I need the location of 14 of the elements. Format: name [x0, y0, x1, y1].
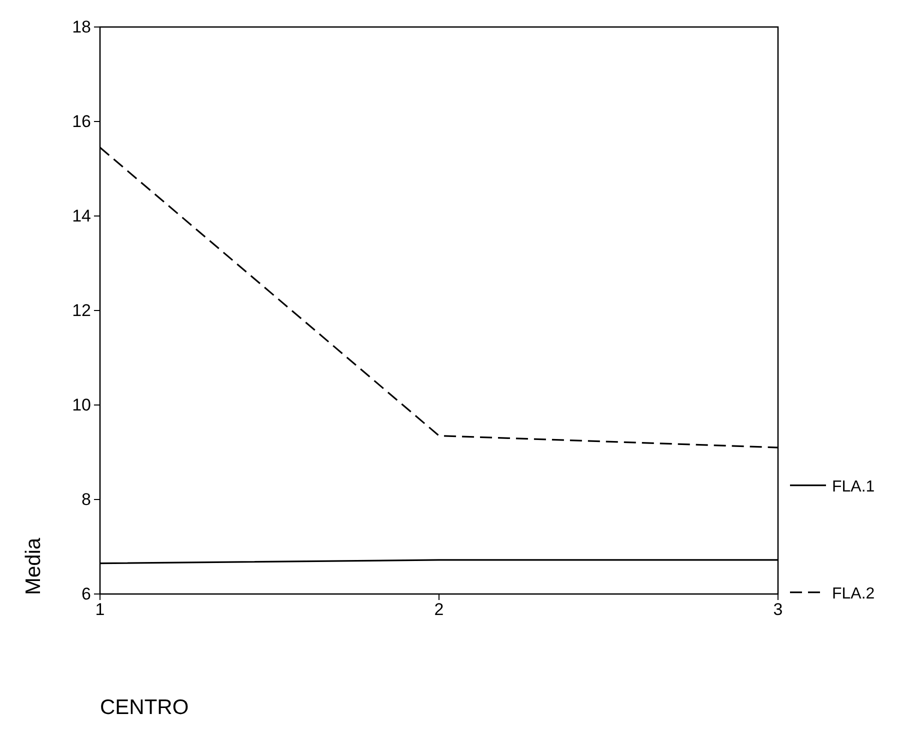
y-tick-label: 16 [72, 112, 91, 131]
y-tick-label: 12 [72, 300, 91, 320]
legend-label: FLA.2 [832, 585, 875, 602]
x-tick-label: 3 [773, 600, 783, 620]
x-tick-label: 1 [95, 600, 105, 620]
y-tick-label: 6 [82, 584, 91, 604]
y-tick-label: 10 [72, 395, 91, 414]
x-axis-title: CENTRO [100, 696, 189, 719]
legend-label: FLA.1 [832, 478, 875, 496]
y-tick-label: 18 [72, 17, 91, 36]
x-tick-label: 2 [434, 600, 444, 620]
y-tick-label: 14 [72, 206, 91, 226]
y-axis-title: Media [22, 537, 45, 595]
y-tick-label: 8 [82, 490, 91, 509]
